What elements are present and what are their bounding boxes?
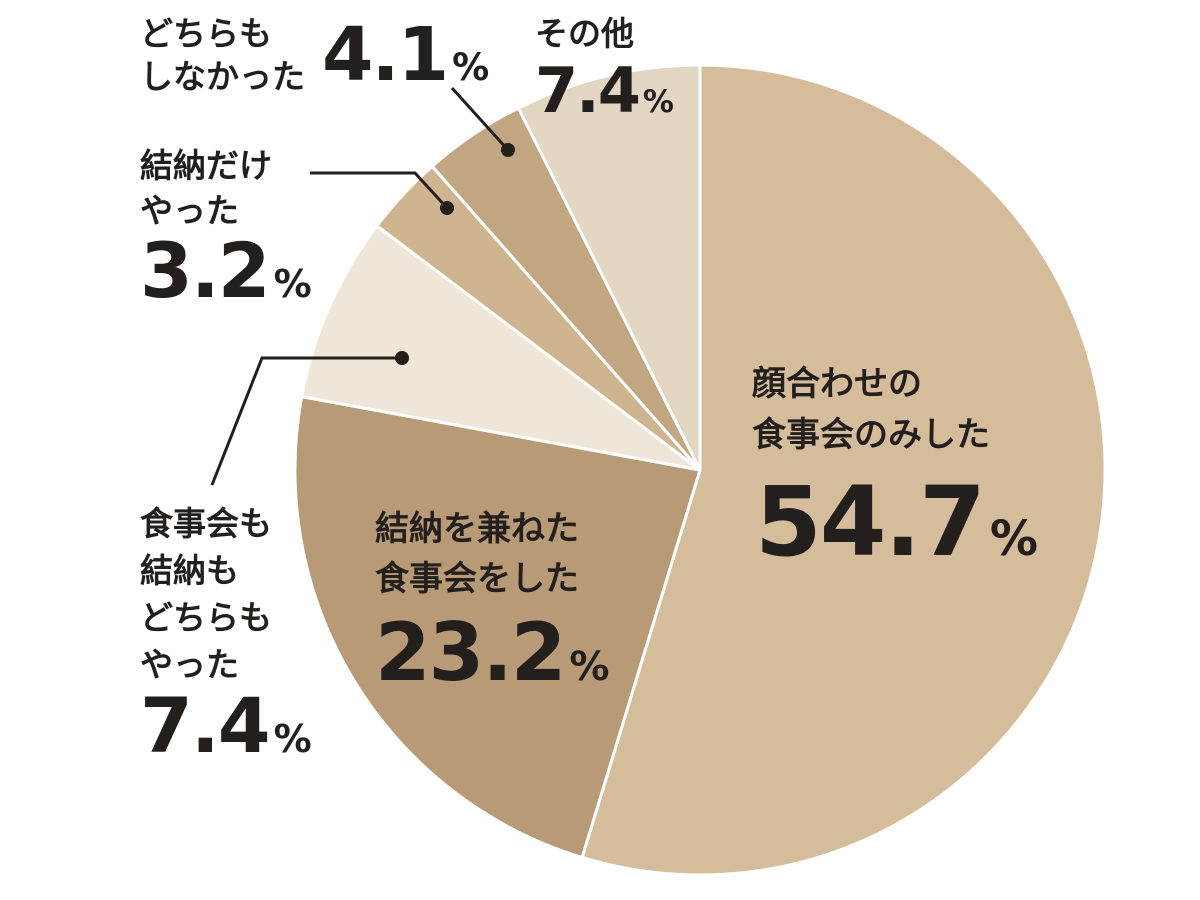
leader-line-none xyxy=(450,86,510,152)
slice-value-label: 3.2% xyxy=(140,226,312,315)
slice-label-line: どちらも xyxy=(140,14,272,53)
leader-dot-both xyxy=(395,351,409,365)
slice-label-line: やった xyxy=(140,645,239,684)
slice-label-line: しなかった xyxy=(140,57,305,96)
slice-value-label: 7.4% xyxy=(535,54,674,127)
slice-label-line: 顔合わせの xyxy=(752,364,922,404)
label-face-meeting-only: 顔合わせの 食事会のみした 54.7% xyxy=(752,364,1038,578)
slice-combined-meeting xyxy=(293,395,702,859)
label-yuino-only: 結納だけ やった 3.2% xyxy=(140,146,312,315)
label-combined-meeting: 結納を兼ねた 食事会をした 23.2% xyxy=(375,509,609,699)
slice-value-label: 7.4% xyxy=(140,681,312,770)
slice-face-meeting-only xyxy=(580,63,1107,877)
slice-label-line: 結納だけ xyxy=(140,146,272,185)
leader-line-yuino-only xyxy=(310,171,449,210)
slice-label-line: どちらも xyxy=(140,598,272,637)
slice-label-line: 食事会も xyxy=(140,504,272,543)
slice-label-line: 食事会をした xyxy=(375,559,579,599)
slice-value-label: 54.7% xyxy=(755,466,1038,578)
slice-other xyxy=(516,63,702,472)
label-neither: どちらも しなかった 4.1% xyxy=(140,12,489,98)
label-both: 食事会も 結納も どちらも やった 7.4% xyxy=(140,504,312,770)
leader-dot-yuino-only xyxy=(440,201,454,215)
slice-both xyxy=(300,224,702,472)
slice-label-line: その他 xyxy=(535,14,634,53)
slice-label-line: 食事会のみした xyxy=(752,415,990,455)
slice-value-label: 23.2% xyxy=(375,606,609,699)
slice-value-label: 4.1% xyxy=(322,12,489,98)
slice-label-line: やった xyxy=(140,191,239,230)
leader-line-both xyxy=(210,356,402,486)
slice-label-line: 結納も xyxy=(140,551,239,590)
slice-label-line: 結納を兼ねた xyxy=(375,509,579,549)
leader-dot-none xyxy=(501,143,515,157)
label-other: その他 7.4% xyxy=(535,14,674,127)
leader-lines xyxy=(210,86,515,486)
pie-slices xyxy=(293,63,1107,877)
